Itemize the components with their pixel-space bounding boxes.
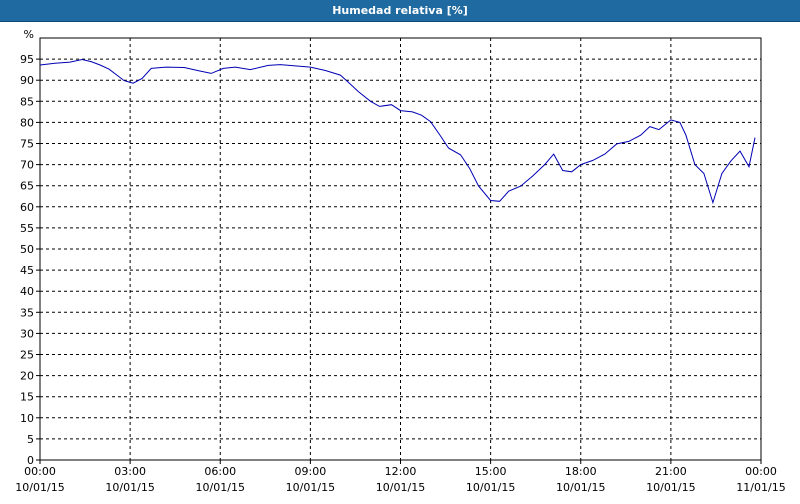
x-tick-label-date: 10/01/15 <box>466 481 515 494</box>
x-tick-label-time: 18:00 <box>565 465 597 478</box>
y-tick-label: 30 <box>20 327 34 340</box>
chart-frame: 0 5 10 15 20 25 30 35 40 45 50 55 60 65 70 75 80 85 90 95 00… <box>0 22 800 500</box>
y-tick-label: 20 <box>20 370 34 383</box>
tick-labels: 0 5 10 15 20 25 30 35 40 45 50 55 60 65 70 75 80 85 90 95 00… <box>15 28 785 494</box>
chart-title: Humedad relativa [%] <box>0 0 800 22</box>
y-tick-label: 85 <box>20 95 34 108</box>
x-tick-label-date: 10/01/15 <box>286 481 335 494</box>
series-lines <box>39 58 756 205</box>
grid-lines <box>40 38 761 460</box>
series-line <box>39 58 756 205</box>
x-tick-label-time: 21:00 <box>655 465 687 478</box>
x-tick-label-time: 15:00 <box>475 465 507 478</box>
y-tick-label: 70 <box>20 159 34 172</box>
x-tick-label-date: 10/01/15 <box>376 481 425 494</box>
x-tick-label-time: 03:00 <box>114 465 146 478</box>
y-tick-label: 65 <box>20 180 34 193</box>
y-tick-label: 40 <box>20 285 34 298</box>
y-tick-label: 90 <box>20 74 34 87</box>
y-axis-label: % <box>24 28 34 41</box>
plot-border <box>39 37 762 461</box>
y-tick-label: 0 <box>27 454 34 467</box>
axes <box>36 37 762 464</box>
y-tick-label: 75 <box>20 138 34 151</box>
x-tick-label-date: 10/01/15 <box>15 481 64 494</box>
line-chart: 0 5 10 15 20 25 30 35 40 45 50 55 60 65 70 75 80 85 90 95 00… <box>15 28 785 494</box>
y-tick-label: 60 <box>20 201 34 214</box>
y-tick-label: 55 <box>20 222 34 235</box>
x-tick-label-date: 10/01/15 <box>196 481 245 494</box>
x-tick-label-time: 00:00 <box>745 465 777 478</box>
y-tick-label: 80 <box>20 116 34 129</box>
y-tick-label: 5 <box>27 433 34 446</box>
x-tick-label-time: 00:00 <box>24 465 56 478</box>
y-tick-label: 10 <box>20 412 34 425</box>
x-tick-label-date: 10/01/15 <box>646 481 695 494</box>
y-tick-label: 15 <box>20 391 34 404</box>
y-tick-label: 95 <box>20 53 34 66</box>
y-tick-label: 25 <box>20 349 34 362</box>
x-tick-label-time: 06:00 <box>204 465 236 478</box>
x-tick-label-date: 10/01/15 <box>105 481 154 494</box>
x-tick-label-date: 10/01/15 <box>556 481 605 494</box>
x-tick-label-time: 12:00 <box>385 465 417 478</box>
x-tick-label-time: 09:00 <box>295 465 327 478</box>
y-tick-label: 45 <box>20 264 34 277</box>
y-tick-label: 50 <box>20 243 34 256</box>
x-tick-label-date: 11/01/15 <box>736 481 785 494</box>
y-tick-label: 35 <box>20 306 34 319</box>
